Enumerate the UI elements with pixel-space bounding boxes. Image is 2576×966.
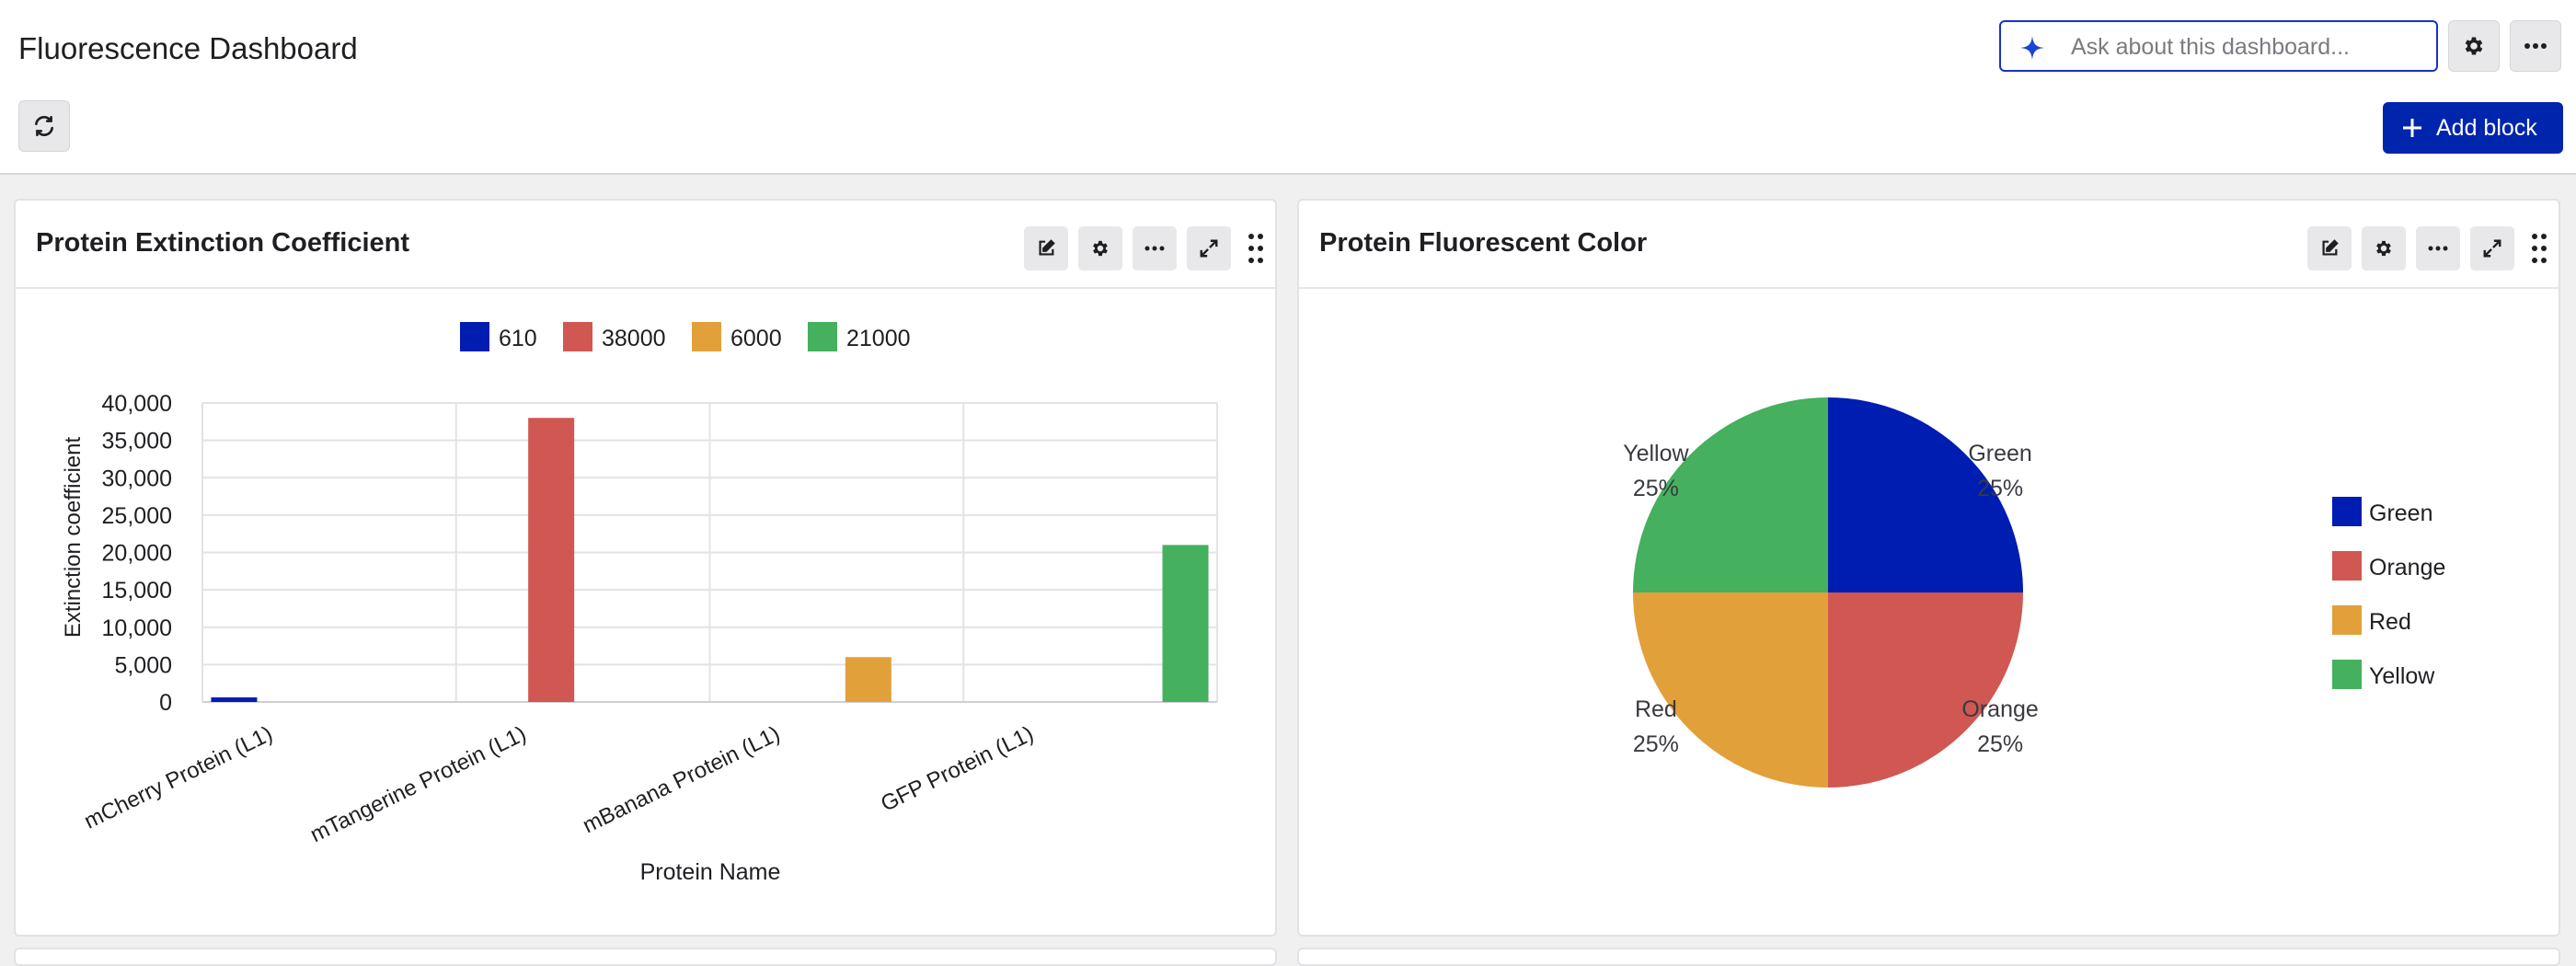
y-tick-label: 35,000 xyxy=(102,429,172,454)
ask-dashboard-box[interactable] xyxy=(1999,20,2438,72)
x-axis-label: Protein Name xyxy=(640,859,781,885)
legend-swatch[interactable] xyxy=(2332,551,2362,581)
panel-more-button[interactable] xyxy=(2416,226,2460,270)
y-tick-label: 10,000 xyxy=(102,615,172,641)
next-panel-edge xyxy=(14,948,1277,966)
bar[interactable] xyxy=(1162,545,1209,702)
pie-chart: Green 25% Orange 25% Red 25% Yellow 25% Green Or… xyxy=(1623,397,2445,788)
settings-button[interactable] xyxy=(2448,20,2500,72)
y-tick-label: 25,000 xyxy=(102,503,172,529)
pie-chart-panel: Protein Fluorescent Color Green 25% Orange… xyxy=(1297,199,2560,937)
panel-title: Protein Fluorescent Color xyxy=(1319,228,1648,258)
y-tick-label: 20,000 xyxy=(102,541,172,567)
panel-settings-button[interactable] xyxy=(1078,226,1122,270)
bar[interactable] xyxy=(528,418,575,702)
gear-icon xyxy=(2376,240,2391,257)
pie-slice[interactable] xyxy=(1828,397,2023,592)
add-block-button[interactable]: Add block xyxy=(2383,102,2563,154)
pie-slice-label: Orange xyxy=(1961,696,2038,722)
y-tick-label: 0 xyxy=(159,690,172,716)
x-tick-label: mCherry Protein (L1) xyxy=(80,721,276,834)
panel-header: Protein Extinction Coefficient xyxy=(16,201,1275,289)
ask-input[interactable] xyxy=(2071,31,2421,63)
x-tick-label: mBanana Protein (L1) xyxy=(579,721,784,838)
legend-swatch[interactable] xyxy=(563,322,592,351)
pie-slice[interactable] xyxy=(1633,592,1828,788)
pie-slice-percent: 25% xyxy=(1977,731,2023,757)
panel-settings-button[interactable] xyxy=(2362,226,2406,270)
panel-header: Protein Fluorescent Color xyxy=(1299,201,2559,289)
drag-handle-icon[interactable] xyxy=(2529,228,2549,269)
pie-slice-percent: 25% xyxy=(1977,476,2023,501)
legend-swatch[interactable] xyxy=(2332,605,2362,635)
legend-label[interactable]: 21000 xyxy=(846,326,911,351)
legend-swatch[interactable] xyxy=(2332,660,2362,689)
expand-icon xyxy=(1200,239,1218,258)
page-title: Fluorescence Dashboard xyxy=(18,31,358,65)
expand-icon xyxy=(2483,239,2501,258)
legend-label[interactable]: Red xyxy=(2369,609,2411,635)
edit-icon xyxy=(2322,239,2339,256)
plus-icon xyxy=(2403,119,2421,137)
legend-label[interactable]: 610 xyxy=(499,326,537,351)
y-tick-label: 15,000 xyxy=(102,578,172,604)
pie-slice-percent: 25% xyxy=(1633,731,1679,757)
pie-slice-label: Green xyxy=(1968,441,2031,466)
edit-icon xyxy=(1039,239,1055,256)
bar-chart-panel: Protein Extinction Coefficient 610 38000 6… xyxy=(14,199,1277,937)
edit-button[interactable] xyxy=(2307,226,2352,270)
pie-slice-percent: 25% xyxy=(1633,476,1679,501)
legend-label[interactable]: Green xyxy=(2369,500,2432,526)
gear-icon xyxy=(1093,240,1108,257)
legend-swatch[interactable] xyxy=(2332,497,2362,526)
gear-icon xyxy=(2465,37,2483,55)
expand-button[interactable] xyxy=(2470,226,2514,270)
pie-slice-label: Yellow xyxy=(1623,441,1689,466)
drag-handle-icon[interactable] xyxy=(1246,228,1266,269)
refresh-icon xyxy=(35,115,53,137)
x-tick-label: mTangerine Protein (L1) xyxy=(306,721,530,847)
pie-slice[interactable] xyxy=(1633,397,1828,592)
more-icon xyxy=(2428,246,2448,251)
y-tick-label: 40,000 xyxy=(102,391,172,417)
y-tick-label: 30,000 xyxy=(102,466,172,491)
add-block-label: Add block xyxy=(2436,114,2537,141)
sparkle-icon xyxy=(2020,36,2044,60)
more-options-button[interactable] xyxy=(2510,20,2561,72)
legend-label[interactable]: 6000 xyxy=(730,326,782,351)
legend-swatch[interactable] xyxy=(692,322,721,351)
x-tick-label: GFP Protein (L1) xyxy=(877,721,1037,817)
legend-label[interactable]: Yellow xyxy=(2369,663,2435,689)
panel-title: Protein Extinction Coefficient xyxy=(36,228,410,258)
bar[interactable] xyxy=(845,657,891,702)
panel-more-button[interactable] xyxy=(1133,226,1177,270)
pie-slice[interactable] xyxy=(1828,592,2023,788)
more-icon xyxy=(2524,43,2547,49)
dashboard-header: Fluorescence Dashboard Add block xyxy=(0,0,2576,175)
more-icon xyxy=(1144,246,1165,251)
bar-chart: 610 38000 6000 21000 0 5,000 10,000 15,000 20,0… xyxy=(61,322,1218,885)
legend-swatch[interactable] xyxy=(460,322,489,351)
legend-label[interactable]: Orange xyxy=(2369,555,2445,581)
pie-slice-label: Red xyxy=(1635,696,1677,722)
y-tick-label: 5,000 xyxy=(114,652,172,678)
edit-button[interactable] xyxy=(1024,226,1068,270)
refresh-button[interactable] xyxy=(18,100,70,152)
bar[interactable] xyxy=(211,697,258,702)
next-panel-edge xyxy=(1297,948,2560,966)
expand-button[interactable] xyxy=(1187,226,1231,270)
legend-label[interactable]: 38000 xyxy=(602,326,666,351)
y-axis-label: Extinction coefficient xyxy=(61,436,86,638)
legend-swatch[interactable] xyxy=(808,322,837,351)
